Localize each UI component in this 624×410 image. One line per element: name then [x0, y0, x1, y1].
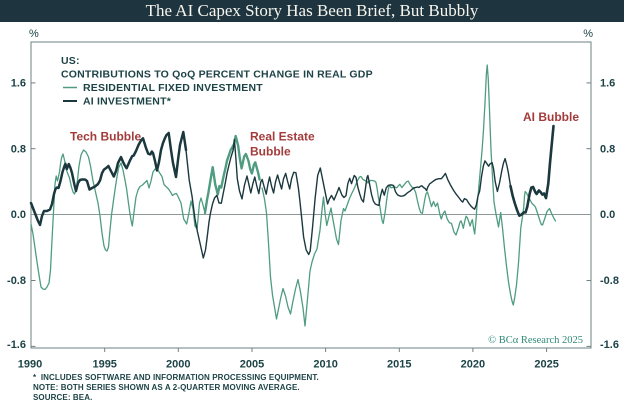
svg-text:Tech Bubble: Tech Bubble [70, 130, 141, 144]
svg-text:Real Estate: Real Estate [250, 130, 315, 144]
svg-text:AI Bubble: AI Bubble [523, 110, 579, 124]
svg-text:1990: 1990 [18, 358, 42, 370]
svg-text:2010: 2010 [313, 358, 337, 370]
svg-text:2025: 2025 [534, 358, 558, 370]
svg-text:2000: 2000 [166, 358, 190, 370]
svg-text:-1.6: -1.6 [600, 339, 619, 351]
svg-text:-0.8: -0.8 [7, 275, 26, 287]
svg-text:%: % [583, 28, 593, 40]
svg-text:SOURCE: BEA.: SOURCE: BEA. [33, 393, 92, 402]
svg-text:AI INVESTMENT*: AI INVESTMENT* [83, 96, 172, 108]
svg-text:2020: 2020 [461, 358, 485, 370]
svg-text:0.8: 0.8 [11, 143, 26, 155]
svg-text:2015: 2015 [387, 358, 411, 370]
svg-text:Bubble: Bubble [250, 145, 291, 159]
svg-text:1995: 1995 [92, 358, 116, 370]
svg-text:0.0: 0.0 [600, 209, 615, 221]
svg-text:CONTRIBUTIONS TO QoQ PERCENT C: CONTRIBUTIONS TO QoQ PERCENT CHANGE IN R… [61, 69, 373, 81]
svg-text:© BCα Research 2025: © BCα Research 2025 [488, 335, 583, 346]
svg-text:0.8: 0.8 [600, 143, 615, 155]
svg-text:US:: US: [61, 55, 80, 67]
svg-text:2005: 2005 [240, 358, 264, 370]
svg-text:0.0: 0.0 [11, 209, 26, 221]
svg-text:* INCLUDES SOFTWARE AND INFOR: * INCLUDES SOFTWARE AND INFORMATION PROC… [33, 373, 319, 382]
svg-text:-0.8: -0.8 [600, 275, 619, 287]
svg-text:1.6: 1.6 [600, 78, 615, 90]
svg-text:RESIDENTIAL FIXED INVESTMENT: RESIDENTIAL FIXED INVESTMENT [83, 82, 263, 94]
svg-text:The AI Capex Story Has Been Br: The AI Capex Story Has Been Brief, But B… [146, 1, 479, 20]
svg-text:NOTE: BOTH SERIES SHOWN AS A 2: NOTE: BOTH SERIES SHOWN AS A 2-QUARTER M… [33, 383, 300, 392]
svg-text:%: % [29, 28, 39, 40]
svg-text:1.6: 1.6 [11, 78, 26, 90]
svg-text:-1.6: -1.6 [7, 339, 26, 351]
